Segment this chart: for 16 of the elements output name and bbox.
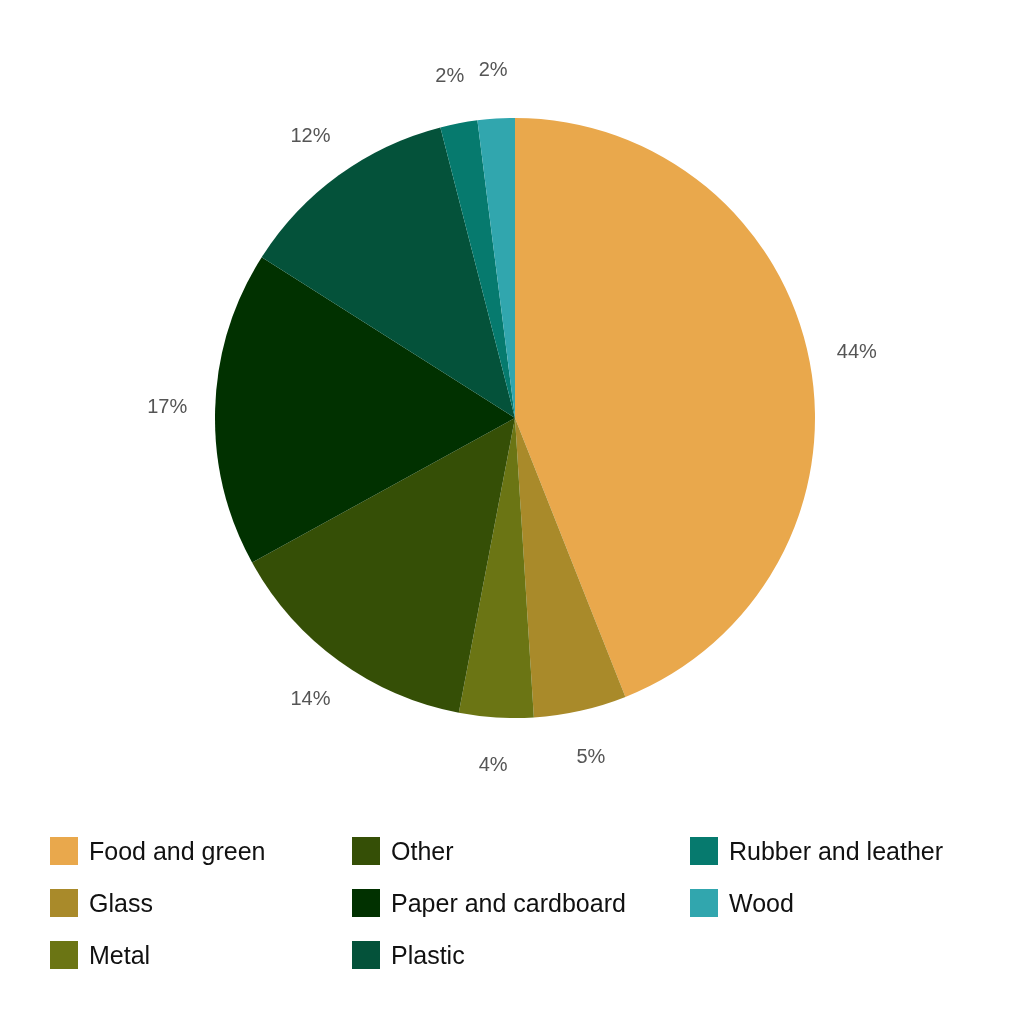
data-label: 2% [435,63,465,86]
legend-label: Paper and cardboard [391,888,626,918]
data-label: 2% [478,58,508,81]
legend-label: Other [391,836,454,866]
data-label: 12% [290,123,331,146]
data-label: 44% [836,340,878,363]
legend-label: Food and green [89,836,266,866]
legend-label: Glass [89,888,153,918]
legend-label: Plastic [391,940,465,970]
data-label: 14% [290,687,331,710]
data-label: 4% [478,752,508,775]
legend-label: Rubber and leather [729,836,944,866]
data-label: 17% [147,394,188,417]
legend-label: Metal [89,940,151,970]
legend-label: Wood [729,888,794,918]
data-label: 5% [576,745,606,768]
